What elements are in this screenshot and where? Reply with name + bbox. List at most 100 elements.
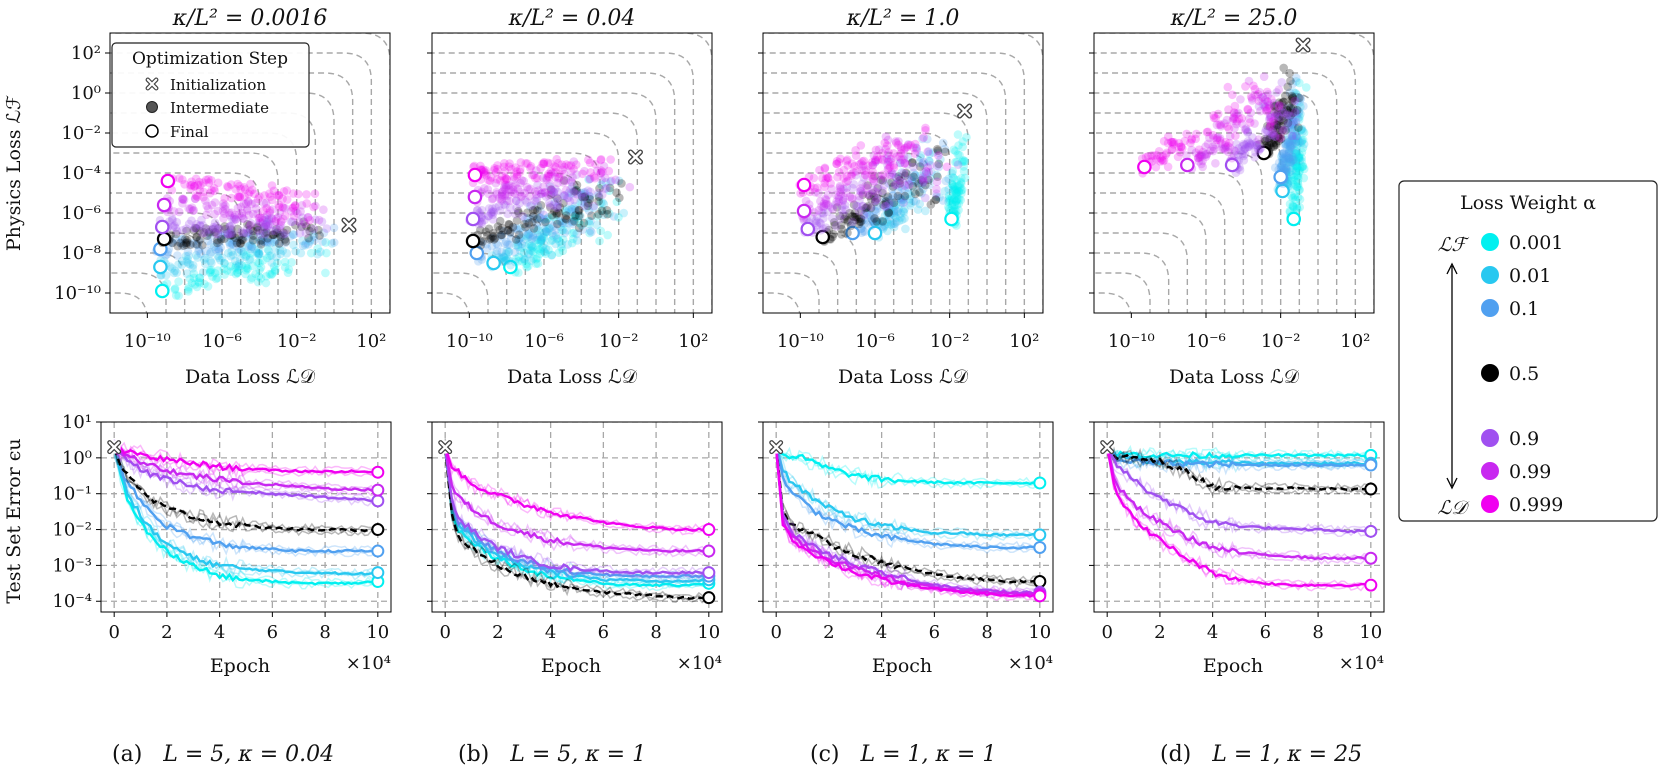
scatter-point: [578, 169, 587, 179]
scatter-point: [1141, 152, 1151, 162]
scatter-point: [899, 155, 908, 164]
scatter-point: [542, 227, 551, 236]
scatter-point: [867, 216, 877, 225]
scatter-point: [484, 211, 494, 221]
scatter-point: [1272, 123, 1282, 133]
scatter-point: [549, 187, 558, 197]
scatter-point: [477, 205, 487, 215]
scatter-point: [491, 167, 501, 177]
scatter-point: [884, 155, 894, 165]
legend-label-0.5: 0.5: [1509, 363, 1539, 385]
scatter-point: [202, 246, 211, 256]
scatter-point: [265, 189, 274, 198]
scatter-point: [596, 155, 606, 164]
scatter-point: [226, 233, 235, 243]
scatter-point: [186, 240, 195, 249]
scatter-point: [205, 265, 215, 275]
scatter-point: [231, 214, 240, 224]
plot-area: [1094, 33, 1374, 313]
scatter-point: [190, 182, 199, 191]
scatter-point: [1289, 131, 1298, 141]
scatter-point: [958, 155, 968, 165]
scatter-point: [261, 230, 270, 239]
scatter-point: [218, 206, 228, 216]
scatter-point: [1247, 96, 1257, 105]
scatter-point: [187, 203, 197, 212]
scatter-point: [869, 151, 879, 160]
scatter-point: [500, 158, 509, 168]
scatter-point: [528, 170, 537, 180]
scatter-point: [809, 173, 819, 183]
scatter-point: [839, 184, 848, 194]
scatter-point: [567, 189, 576, 198]
scatter-point: [1263, 97, 1272, 106]
scatter-point: [1276, 130, 1285, 140]
scatter-point: [215, 255, 225, 265]
scatter-point: [191, 191, 201, 200]
scatter-point: [259, 231, 268, 241]
scatter-point: [1212, 133, 1222, 143]
scatter-point: [201, 175, 211, 185]
scatter-point: [199, 178, 208, 187]
scatter-point: [1287, 176, 1296, 186]
scatter-point: [1284, 153, 1294, 163]
scatter-point: [1208, 130, 1218, 140]
scatter-point: [1292, 132, 1301, 141]
scatter-point: [1254, 89, 1263, 99]
scatter-point: [855, 195, 864, 205]
scatter-point: [484, 224, 494, 234]
scatter-point: [1292, 131, 1301, 141]
scatter-point: [1288, 116, 1297, 126]
scatter-point: [493, 161, 502, 170]
scatter-point: [1288, 79, 1298, 89]
scatter-point: [1289, 117, 1299, 126]
scatter-point: [596, 169, 606, 178]
scatter-point: [555, 217, 565, 226]
scatter-point: [866, 203, 876, 213]
scatter-point: [290, 201, 300, 211]
scatter-point: [897, 195, 906, 205]
scatter-point: [1294, 115, 1304, 125]
scatter-point: [1277, 154, 1287, 164]
scatter-point: [227, 231, 237, 240]
level-set-line: [1094, 72, 1338, 313]
scatter-point: [505, 159, 514, 168]
series-line-0.99: [444, 447, 710, 554]
scatter-point: [1295, 185, 1305, 195]
scatter-point: [254, 213, 264, 223]
scatter-point: [887, 209, 896, 218]
scatter-point: [872, 201, 882, 211]
scatter-point: [196, 180, 205, 190]
scatter-point: [223, 182, 232, 191]
scatter-point: [533, 235, 542, 245]
scatter-point: [909, 143, 918, 152]
final-marker-0.999: [1033, 589, 1047, 603]
scatter-point: [1277, 161, 1286, 170]
final-marker-0.5: [1364, 482, 1378, 496]
scatter-point: [835, 214, 845, 224]
scatter-point: [1289, 154, 1298, 164]
scatter-point: [191, 223, 200, 233]
scatter-point: [478, 237, 487, 246]
x-tick-label: 0: [108, 622, 119, 643]
scatter-point: [836, 221, 846, 230]
scatter-point: [481, 168, 490, 178]
scatter-point: [178, 239, 187, 248]
scatter-point: [952, 191, 962, 200]
scatter-point: [274, 200, 283, 209]
scatter-point: [516, 192, 526, 202]
scatter-point: [550, 226, 560, 235]
scatter-point: [1293, 171, 1302, 180]
scatter-point: [951, 186, 960, 195]
scatter-point: [520, 255, 529, 265]
scatter-point: [302, 190, 311, 199]
scatter-point: [265, 208, 274, 217]
x-tick-label: 10²: [1340, 331, 1370, 352]
scatter-point: [820, 164, 830, 173]
scatter-point: [1213, 133, 1223, 142]
scatter-point: [940, 186, 950, 196]
final-point-0.99: [156, 197, 172, 213]
scatter-point: [224, 208, 234, 218]
scatter-point: [599, 199, 609, 209]
